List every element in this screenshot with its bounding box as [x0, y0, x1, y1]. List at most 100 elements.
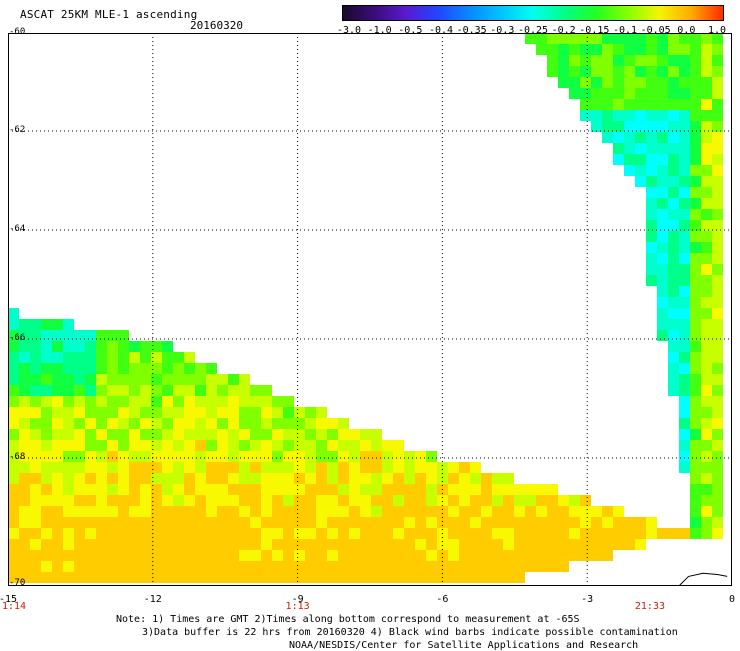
- wind-cell: [525, 550, 536, 561]
- wind-cell: [679, 275, 690, 286]
- wind-cell: [613, 154, 624, 165]
- wind-cell: [679, 429, 690, 440]
- wind-cell: [503, 495, 514, 506]
- wind-cell: [646, 33, 657, 44]
- wind-cell: [701, 55, 712, 66]
- wind-cell: [162, 451, 173, 462]
- wind-cell: [613, 110, 624, 121]
- wind-cell: [261, 550, 272, 561]
- wind-cell: [316, 484, 327, 495]
- wind-cell: [272, 484, 283, 495]
- wind-cell: [701, 330, 712, 341]
- wind-cell: [646, 231, 657, 242]
- wind-cell: [657, 33, 668, 44]
- wind-cell: [85, 451, 96, 462]
- wind-cell: [646, 110, 657, 121]
- wind-cell: [646, 44, 657, 55]
- wind-cell: [272, 462, 283, 473]
- wind-cell: [547, 495, 558, 506]
- wind-cell: [107, 451, 118, 462]
- wind-cell: [239, 407, 250, 418]
- wind-cell: [272, 495, 283, 506]
- wind-cell: [382, 528, 393, 539]
- wind-cell: [437, 473, 448, 484]
- wind-cell: [217, 429, 228, 440]
- wind-cell: [173, 374, 184, 385]
- wind-cell: [613, 143, 624, 154]
- wind-cell: [393, 440, 404, 451]
- wind-cell: [690, 55, 701, 66]
- wind-cell: [690, 286, 701, 297]
- wind-cell: [327, 517, 338, 528]
- wind-cell: [712, 341, 723, 352]
- wind-cell: [140, 550, 151, 561]
- wind-cell: [613, 132, 624, 143]
- wind-cell: [118, 495, 129, 506]
- wind-cell: [679, 462, 690, 473]
- wind-cell: [327, 451, 338, 462]
- wind-cell: [316, 539, 327, 550]
- wind-cell: [85, 330, 96, 341]
- wind-cell: [481, 517, 492, 528]
- wind-cell: [338, 506, 349, 517]
- wind-cell: [19, 385, 30, 396]
- wind-cell: [294, 418, 305, 429]
- wind-cell: [591, 33, 602, 44]
- wind-cell: [217, 407, 228, 418]
- wind-cell: [349, 451, 360, 462]
- wind-cell: [85, 473, 96, 484]
- wind-cell: [63, 561, 74, 572]
- wind-cell: [74, 462, 85, 473]
- wind-cell: [272, 572, 283, 583]
- wind-cell: [393, 451, 404, 462]
- wind-cell: [63, 462, 74, 473]
- wind-cell: [393, 561, 404, 572]
- wind-cell: [679, 220, 690, 231]
- wind-cell: [690, 407, 701, 418]
- wind-cell: [701, 209, 712, 220]
- wind-cell: [30, 473, 41, 484]
- wind-cell: [96, 374, 107, 385]
- wind-cell: [349, 506, 360, 517]
- wind-cell: [118, 539, 129, 550]
- wind-cell: [613, 44, 624, 55]
- wind-cell: [228, 528, 239, 539]
- wind-cell: [283, 451, 294, 462]
- wind-cell: [503, 484, 514, 495]
- wind-cell: [184, 473, 195, 484]
- longitude-label: -3: [581, 594, 594, 605]
- color-scale-label: -0.5: [398, 25, 423, 36]
- wind-cell: [668, 374, 679, 385]
- wind-cell: [129, 572, 140, 583]
- wind-cell: [448, 473, 459, 484]
- wind-cell: [63, 341, 74, 352]
- wind-cell: [206, 473, 217, 484]
- wind-cell: [19, 462, 30, 473]
- wind-cell: [294, 462, 305, 473]
- wind-cell: [195, 462, 206, 473]
- wind-cell: [492, 550, 503, 561]
- wind-cell: [668, 187, 679, 198]
- wind-cell: [624, 165, 635, 176]
- wind-cell: [448, 495, 459, 506]
- wind-cell: [173, 429, 184, 440]
- wind-cell: [19, 429, 30, 440]
- wind-cell: [547, 517, 558, 528]
- wind-cell: [129, 374, 140, 385]
- map-panel: [8, 33, 732, 586]
- wind-cell: [74, 451, 85, 462]
- wind-cell: [569, 539, 580, 550]
- wind-cell: [679, 154, 690, 165]
- wind-cell: [657, 77, 668, 88]
- wind-cell: [668, 33, 679, 44]
- wind-cell: [96, 506, 107, 517]
- wind-cell: [657, 143, 668, 154]
- wind-cell: [52, 407, 63, 418]
- wind-cell: [426, 451, 437, 462]
- wind-cell: [8, 319, 19, 330]
- wind-cell: [580, 539, 591, 550]
- wind-cell: [690, 462, 701, 473]
- wind-cell: [30, 484, 41, 495]
- wind-cell: [657, 154, 668, 165]
- wind-cell: [547, 44, 558, 55]
